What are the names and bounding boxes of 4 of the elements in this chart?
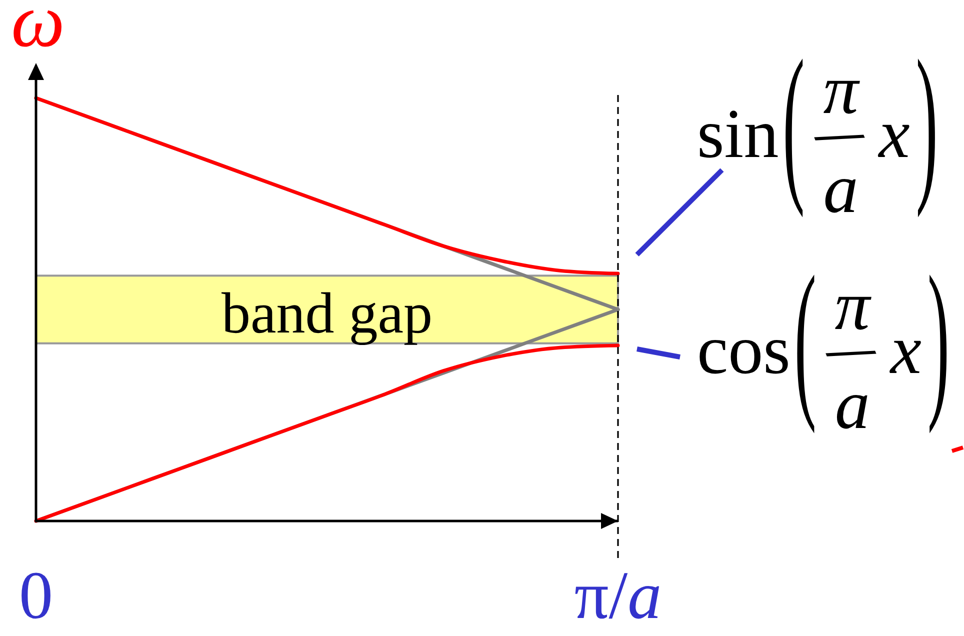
band-label: band gap [222, 280, 432, 346]
x-tick-label: 0 [19, 557, 53, 633]
x-tick-label: π/a [574, 557, 662, 633]
y-axis-title: ω [11, 0, 65, 63]
